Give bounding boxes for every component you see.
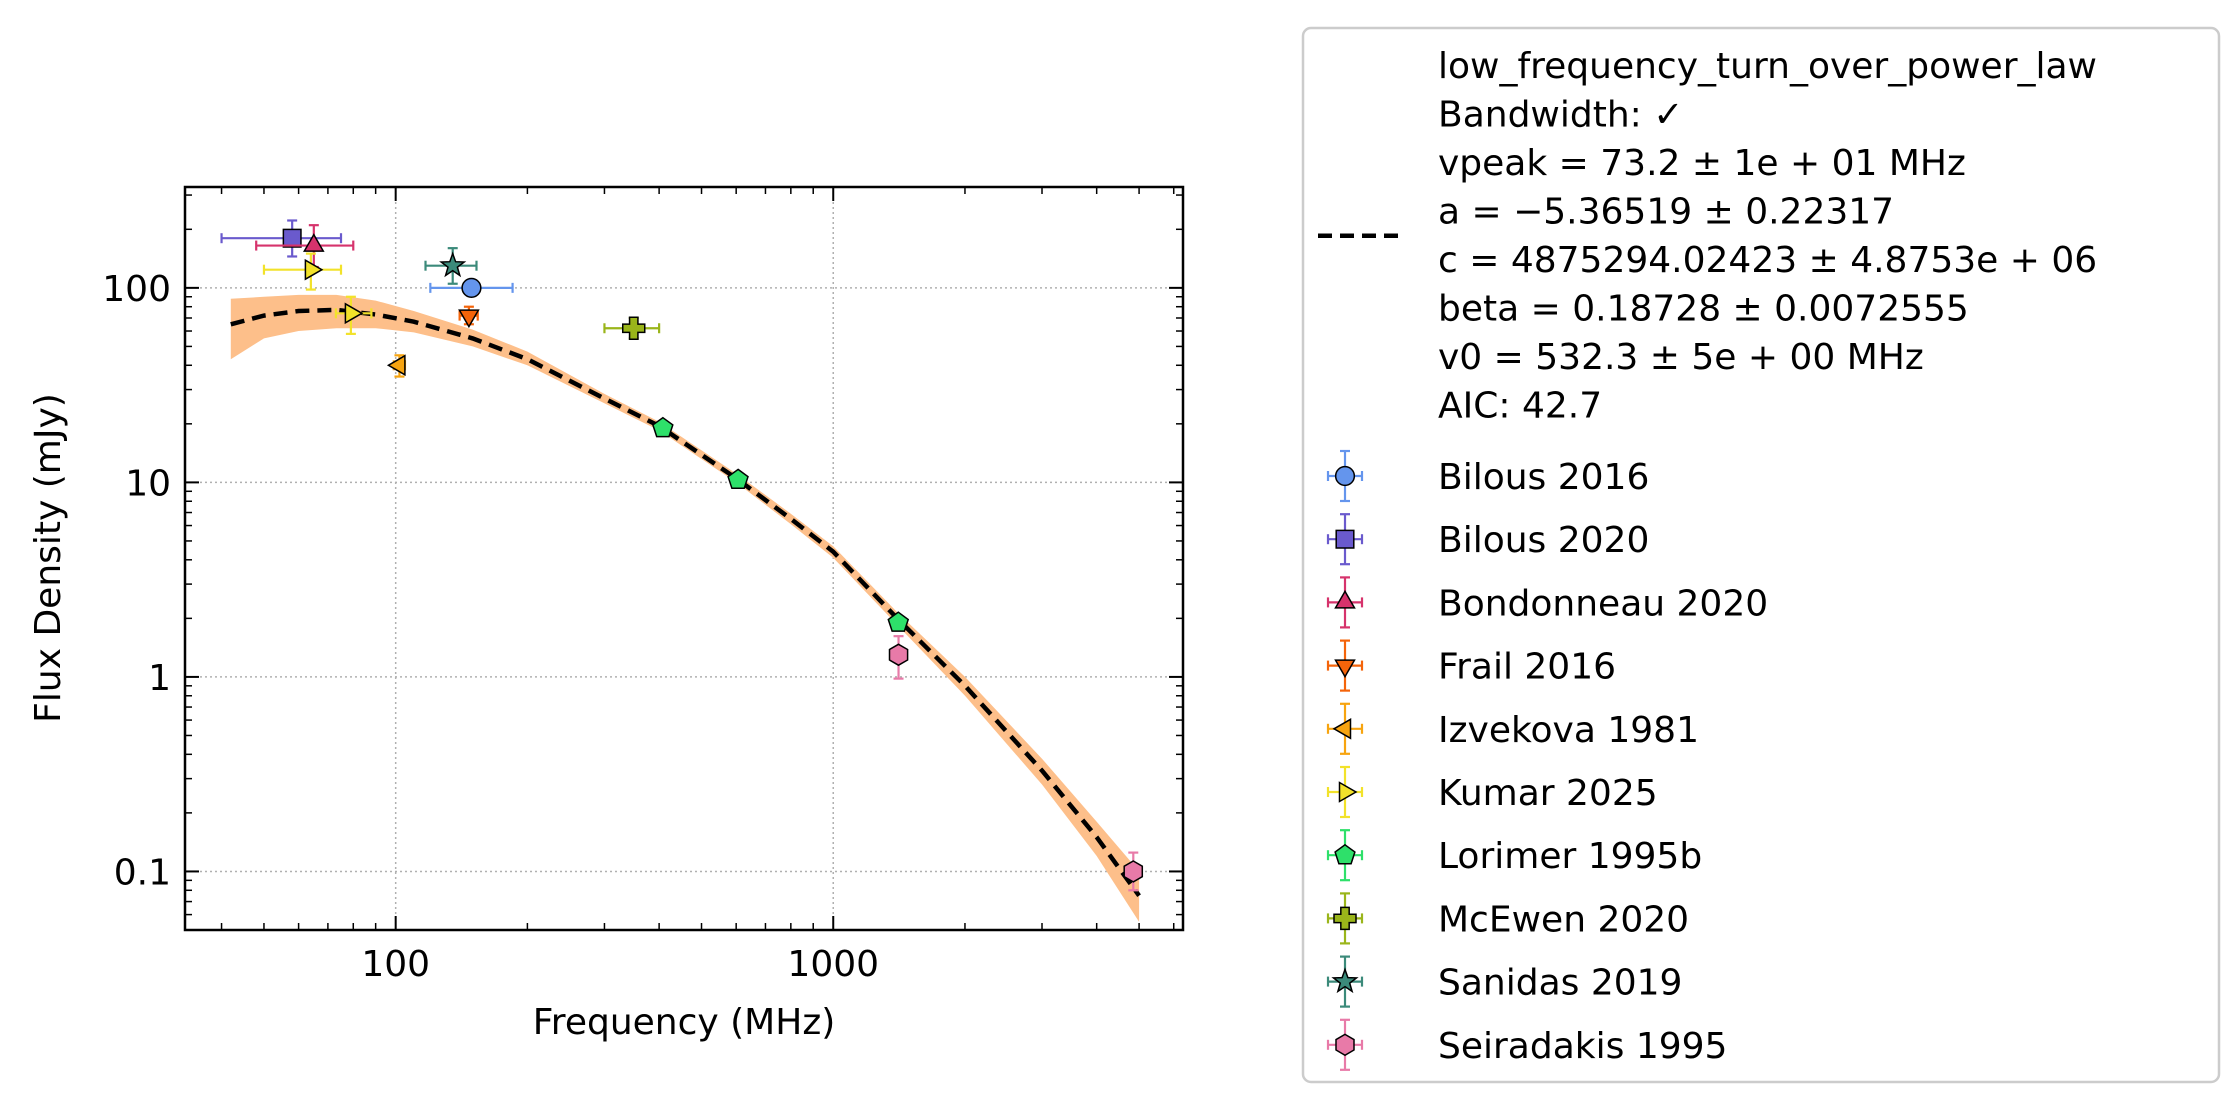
data-point xyxy=(439,251,467,278)
data-point xyxy=(888,643,909,667)
data-point xyxy=(344,302,364,325)
legend-entry: Bondonneau 2020 xyxy=(1326,576,1768,629)
legend-label: Frail 2016 xyxy=(1438,647,1616,688)
data-point xyxy=(652,416,674,438)
y-tick-label: 0.1 xyxy=(114,852,171,893)
legend-entry: Kumar 2025 xyxy=(1326,765,1658,819)
data-point xyxy=(887,611,910,632)
x-tick-label: 1000 xyxy=(787,944,879,985)
plot-frame xyxy=(183,185,1185,932)
legend-label: Lorimer 1995b xyxy=(1438,836,1702,877)
fit-line xyxy=(230,307,1141,898)
legend-entry: Bilous 2016 xyxy=(1326,449,1649,503)
legend-marker xyxy=(1338,781,1358,803)
series-bilous-2020 xyxy=(220,219,343,258)
legend-frame xyxy=(1301,26,2221,1084)
series-frail-2016 xyxy=(458,305,480,329)
legend-entry: Lorimer 1995b xyxy=(1326,829,1702,882)
legend-entry: Frail 2016 xyxy=(1326,639,1616,692)
series-izvekova-1981 xyxy=(386,354,407,378)
legend-fit-label-line: c = 4875294.02423 ± 4.8753e + 06 xyxy=(1438,240,2097,281)
data-point xyxy=(304,258,324,281)
legend-marker xyxy=(1332,718,1352,740)
legend-label: McEwen 2020 xyxy=(1438,899,1689,940)
data-point xyxy=(303,233,325,252)
legend-label: Seiradakis 1995 xyxy=(1438,1026,1727,1067)
data-point xyxy=(727,468,749,490)
legend-marker xyxy=(1335,529,1355,549)
data-point xyxy=(461,277,482,298)
series-mcewen-2020 xyxy=(603,316,661,340)
series-sanidas-2019 xyxy=(424,247,478,285)
series-kumar-2025 xyxy=(262,252,373,335)
series-bondonneau-2020 xyxy=(255,224,355,269)
y-tick-label: 100 xyxy=(102,269,171,310)
legend-fit-label-line: vpeak = 73.2 ± 1e + 01 MHz xyxy=(1438,143,1966,184)
legend: low_frequency_turn_over_power_law Bandwid… xyxy=(1301,26,2221,1084)
legend-label: Kumar 2025 xyxy=(1438,773,1658,814)
data-point xyxy=(1123,860,1144,883)
axis-ticks: 100 1000 0.1 1 10 100 xyxy=(102,187,1183,985)
data-point xyxy=(458,309,480,329)
legend-marker xyxy=(1331,967,1359,994)
legend-marker xyxy=(1334,843,1356,865)
legend-label: Bilous 2016 xyxy=(1438,457,1649,498)
legend-label: Sanidas 2019 xyxy=(1438,963,1682,1004)
legend-label: Bilous 2020 xyxy=(1438,520,1649,561)
grid xyxy=(185,187,1183,930)
y-tick-label: 10 xyxy=(125,463,171,504)
legend-fit-label-line: AIC: 42.7 xyxy=(1438,386,1602,427)
legend-marker xyxy=(1335,1033,1355,1057)
legend-marker xyxy=(1334,465,1356,487)
series-seiradakis-1995 xyxy=(888,635,1144,892)
series-bilous-2016 xyxy=(429,277,514,298)
series-lorimer-1995b xyxy=(652,416,910,632)
legend-entry: Bilous 2020 xyxy=(1326,513,1649,566)
data-point xyxy=(621,316,646,340)
y-tick-label: 1 xyxy=(148,658,171,699)
legend-label: Izvekova 1981 xyxy=(1438,710,1699,751)
legend-entry: Seiradakis 1995 xyxy=(1326,1018,1727,1071)
legend-marker xyxy=(1334,659,1356,679)
legend-fit-label-line: low_frequency_turn_over_power_law xyxy=(1438,46,2097,87)
plot-area xyxy=(220,219,1144,922)
x-tick-label: 100 xyxy=(361,944,430,985)
data-point xyxy=(282,228,302,248)
legend-fit-label-line: v0 = 532.3 ± 5e + 00 MHz xyxy=(1438,337,1924,378)
data-point xyxy=(386,354,406,377)
x-axis-label: Frequency (MHz) xyxy=(533,1002,836,1043)
legend-fit-label-line: beta = 0.18728 ± 0.0072555 xyxy=(1438,289,1969,330)
legend-fit-label-line: a = −5.36519 ± 0.22317 xyxy=(1438,192,1894,233)
legend-entry: McEwen 2020 xyxy=(1326,892,1689,945)
legend-marker xyxy=(1333,906,1357,931)
legend-entry: Izvekova 1981 xyxy=(1326,702,1699,755)
legend-label: Bondonneau 2020 xyxy=(1438,583,1768,624)
legend-fit-label-line: Bandwidth: ✓ xyxy=(1438,95,1683,136)
legend-entry: Sanidas 2019 xyxy=(1326,955,1682,1008)
y-axis-label: Flux Density (mJy) xyxy=(28,393,69,723)
legend-marker xyxy=(1334,589,1356,609)
